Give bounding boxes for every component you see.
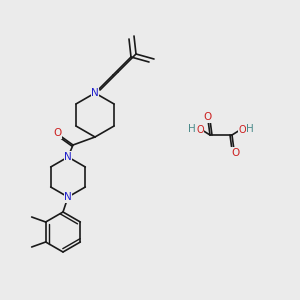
Text: O: O — [196, 125, 204, 135]
Text: N: N — [91, 88, 99, 98]
Text: N: N — [64, 152, 72, 162]
Text: O: O — [238, 125, 246, 135]
Text: O: O — [231, 148, 239, 158]
Text: O: O — [53, 128, 61, 138]
Text: O: O — [203, 112, 211, 122]
Text: N: N — [64, 192, 72, 202]
Text: H: H — [188, 124, 196, 134]
Text: H: H — [246, 124, 254, 134]
